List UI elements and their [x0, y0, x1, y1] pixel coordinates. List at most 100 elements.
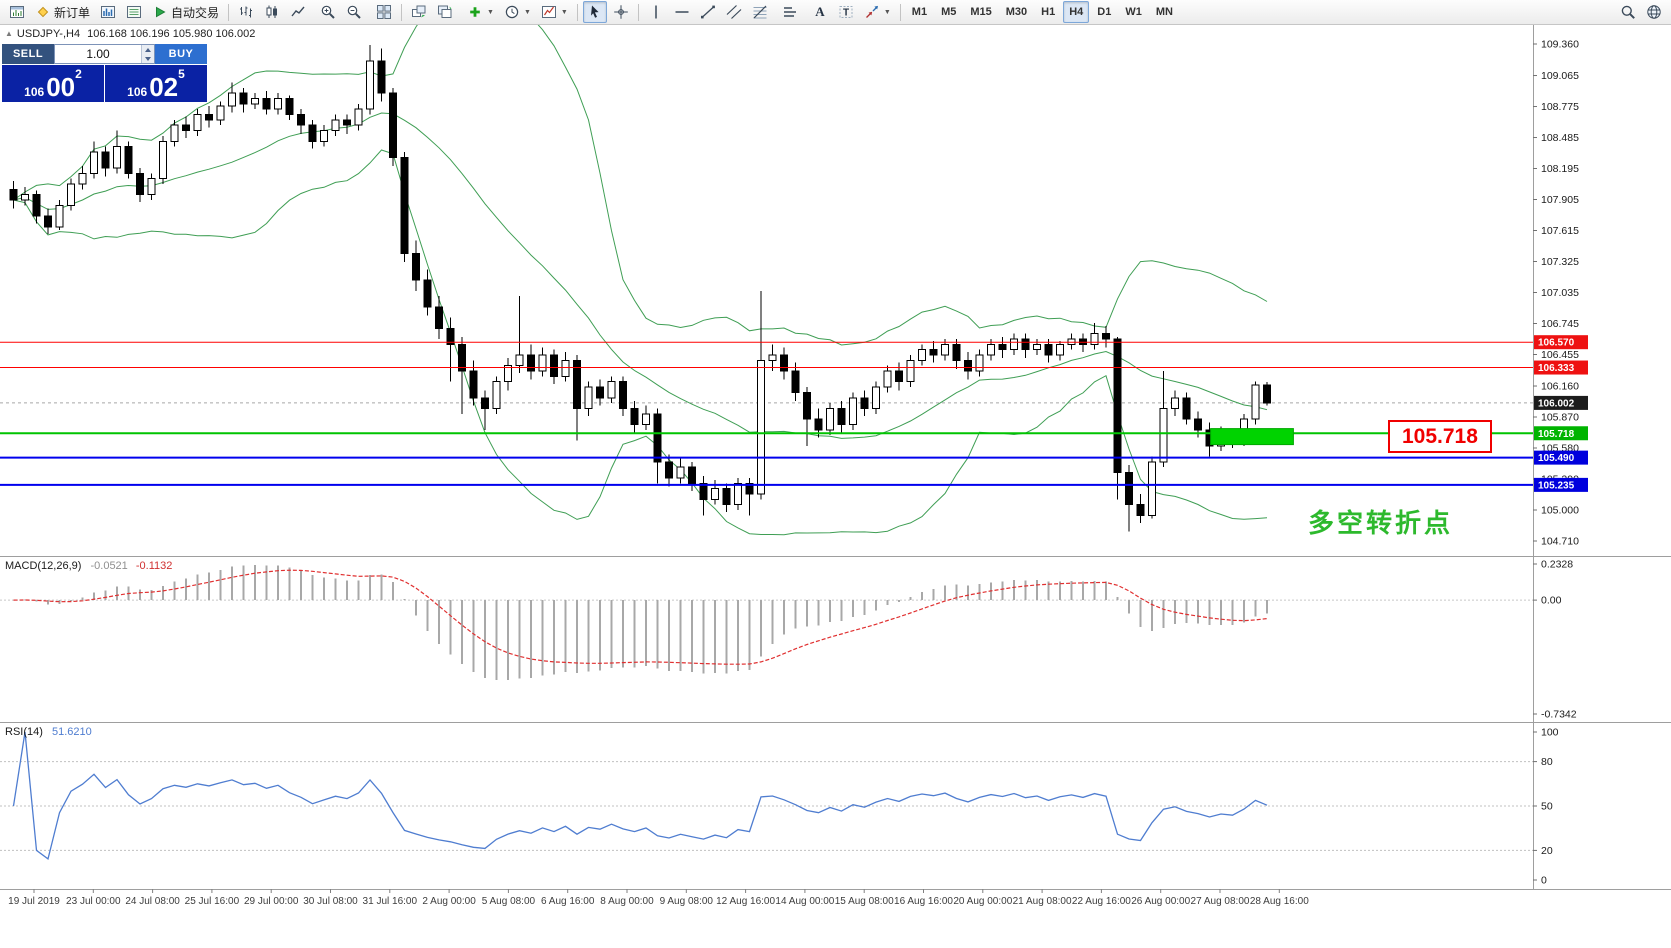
timeframe-d1-button[interactable]: D1: [1097, 6, 1112, 18]
text-button[interactable]: A: [808, 1, 832, 23]
volume-input[interactable]: 1.00: [54, 44, 155, 64]
chart-title: ▲ USDJPY-,H4 106.168 106.196 105.980 106.0…: [5, 28, 255, 40]
sell-price-button[interactable]: 106 00 2: [2, 65, 104, 102]
cascade-windows-button[interactable]: [433, 1, 457, 23]
svg-text:-0.7342: -0.7342: [1541, 709, 1577, 721]
text-icon: A: [812, 4, 828, 20]
main-chart-canvas[interactable]: [0, 24, 1533, 556]
annotation-text[interactable]: 多空转折点: [1308, 509, 1454, 539]
timeframe-h1-button[interactable]: H1: [1041, 6, 1056, 18]
svg-text:0.2328: 0.2328: [1541, 559, 1573, 571]
price-callout-label[interactable]: 105.718: [1388, 420, 1492, 454]
cascade-windows-icon: [437, 4, 453, 20]
svg-text:9 Aug 08:00: 9 Aug 08:00: [660, 896, 714, 907]
horizontal-line-button[interactable]: [670, 1, 694, 23]
fibonacci-button[interactable]: [748, 1, 772, 23]
bar-chart-mode-icon: [238, 4, 254, 20]
buy-price-prefix: 106: [127, 85, 148, 99]
rsi-value: 51.6210: [51, 726, 92, 738]
svg-text:106.002: 106.002: [1538, 398, 1575, 409]
zoom-in-button[interactable]: [316, 1, 340, 23]
sell-button[interactable]: SELL: [2, 44, 54, 64]
bar-chart-mode-button[interactable]: [234, 1, 258, 23]
crosshair-button[interactable]: [609, 1, 633, 23]
chart-symbol-period: USDJPY-,H4: [16, 28, 81, 40]
timeframe-mn-button[interactable]: MN: [1155, 6, 1173, 18]
tile-windows-button[interactable]: [372, 1, 396, 23]
svg-text:108.195: 108.195: [1541, 163, 1579, 175]
vertical-line-icon: [648, 4, 664, 20]
svg-text:109.065: 109.065: [1541, 70, 1579, 82]
volume-increase-button[interactable]: [142, 45, 154, 54]
svg-text:2 Aug 00:00: 2 Aug 00:00: [422, 896, 476, 907]
data-window-button[interactable]: [122, 1, 146, 23]
templates-button[interactable]: ▼: [537, 1, 572, 23]
macd-panel-canvas[interactable]: [0, 558, 1533, 722]
svg-text:106.570: 106.570: [1538, 338, 1575, 349]
macd-main-value: -0.0521: [90, 560, 128, 572]
arrows-icon: [864, 4, 880, 20]
highlight-rectangle[interactable]: [1210, 428, 1294, 446]
indicators-icon: [467, 4, 483, 20]
svg-text:80: 80: [1541, 756, 1553, 768]
market-watch-button[interactable]: [96, 1, 120, 23]
auto-trading-button[interactable]: 自动交易: [148, 1, 223, 23]
terminal-icon-icon: [9, 4, 25, 20]
timeframe-m1-button[interactable]: M1: [911, 6, 928, 18]
line-chart-mode-button[interactable]: [286, 1, 310, 23]
time-axis[interactable]: 19 Jul 2019 23 Jul 00:00 24 Jul 08:00 25 Ju…: [8, 889, 1309, 907]
arrange-windows-button[interactable]: [407, 1, 431, 23]
sell-price-big: 00: [46, 71, 76, 102]
new-order-icon: [35, 4, 51, 20]
price-axis[interactable]: 109.360 109.065 108.775 108.485 108.195 107.9…: [1533, 39, 1579, 887]
data-center-button[interactable]: [1642, 1, 1666, 23]
buy-price-button[interactable]: 106 02 5: [105, 65, 207, 102]
svg-text:105.235: 105.235: [1538, 480, 1575, 491]
svg-text:31 Jul 16:00: 31 Jul 16:00: [363, 896, 418, 907]
timeframe-h4-button[interactable]: H4: [1063, 1, 1090, 23]
channel-button[interactable]: [722, 1, 746, 23]
new-order-button-label: 新订单: [54, 5, 91, 20]
svg-text:5 Aug 08:00: 5 Aug 08:00: [482, 896, 536, 907]
trendline-button[interactable]: [696, 1, 720, 23]
arrange-windows-icon: [411, 4, 427, 20]
timeframe-w1-button[interactable]: W1: [1125, 6, 1142, 18]
candlestick-mode-button[interactable]: [260, 1, 284, 23]
svg-text:20: 20: [1541, 845, 1553, 857]
timeframe-m30-button[interactable]: M30: [1005, 6, 1028, 18]
svg-text:107.905: 107.905: [1541, 194, 1579, 206]
objects-list-button[interactable]: [778, 1, 802, 23]
svg-text:19 Jul 2019: 19 Jul 2019: [8, 896, 60, 907]
svg-text:23 Jul 00:00: 23 Jul 00:00: [66, 896, 121, 907]
search-button[interactable]: [1616, 1, 1640, 23]
cursor-button[interactable]: [582, 1, 607, 23]
terminal-icon: [5, 1, 29, 23]
cursor-icon: [587, 4, 603, 20]
collapse-panel-icon[interactable]: ▲: [5, 29, 13, 38]
volume-decrease-button[interactable]: [142, 54, 154, 63]
zoom-out-button[interactable]: [342, 1, 366, 23]
periods-button[interactable]: ▼: [500, 1, 535, 23]
timeframe-m15-button[interactable]: M15: [970, 6, 992, 18]
indicators-button[interactable]: ▼: [463, 1, 498, 23]
text-label-button[interactable]: T: [834, 1, 858, 23]
timeframe-m5-button[interactable]: M5: [941, 6, 957, 18]
auto-trading-button-label: 自动交易: [171, 5, 220, 20]
svg-text:T: T: [843, 8, 849, 19]
templates-icon: [541, 4, 557, 20]
macd-signal-value: -0.1132: [135, 560, 173, 572]
svg-text:22 Aug 16:00: 22 Aug 16:00: [1072, 896, 1131, 907]
buy-button[interactable]: BUY: [155, 44, 207, 64]
macd-plot: [0, 564, 1533, 681]
new-order-button[interactable]: 新订单: [31, 1, 94, 23]
svg-text:26 Aug 00:00: 26 Aug 00:00: [1131, 896, 1190, 907]
buy-price-pip: 5: [178, 67, 185, 81]
line-chart-mode-icon: [290, 4, 306, 20]
vertical-line-button[interactable]: [644, 1, 668, 23]
arrows-button[interactable]: ▼: [860, 1, 895, 23]
svg-text:106.455: 106.455: [1541, 349, 1579, 361]
rsi-plot: [0, 731, 1533, 861]
price-tag-105.718: 105.718: [1534, 426, 1588, 441]
data-center-icon: [1646, 4, 1662, 20]
